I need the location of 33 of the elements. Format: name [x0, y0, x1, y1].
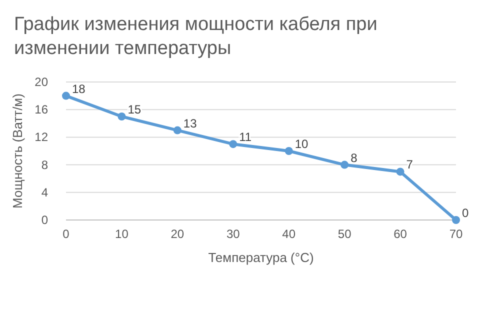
- data-label: 7: [406, 158, 414, 172]
- point: [340, 160, 349, 169]
- point: [284, 147, 293, 155]
- data-label: 0: [462, 206, 469, 220]
- y-axis-title: Мощность (Ватт/м): [10, 94, 25, 208]
- x-tick-label: 60: [394, 227, 408, 241]
- x-tick-label: 30: [226, 227, 240, 241]
- y-tick-label: 0: [41, 213, 48, 227]
- data-label: 11: [239, 130, 252, 144]
- x-tick-label: 0: [62, 227, 70, 241]
- point: [118, 112, 126, 120]
- data-label: 8: [350, 150, 358, 165]
- y-tick-label: 20: [34, 75, 48, 89]
- y-tick-label: 8: [41, 158, 48, 172]
- data-label: 15: [128, 102, 142, 116]
- x-tick-label: 70: [449, 227, 463, 241]
- point: [396, 168, 404, 176]
- chart-title: График изменения мощности кабеля при изменении температуры: [14, 14, 378, 59]
- data-label: 18: [72, 82, 86, 96]
- point: [62, 92, 70, 100]
- x-tick-label: 40: [282, 227, 296, 241]
- x-axis-title: Температура (°C): [208, 250, 314, 265]
- point: [452, 216, 460, 224]
- data-label: 13: [183, 116, 198, 130]
- y-tick-label: 4: [41, 185, 48, 200]
- y-tick-label: 12: [34, 130, 48, 144]
- data-label: 10: [294, 137, 309, 151]
- point: [229, 140, 238, 148]
- x-tick-label: 20: [170, 227, 184, 241]
- point: [173, 126, 182, 134]
- x-tick-label: 10: [115, 227, 129, 241]
- y-tick-label: 16: [34, 102, 48, 117]
- x-tick-label: 50: [338, 227, 352, 241]
